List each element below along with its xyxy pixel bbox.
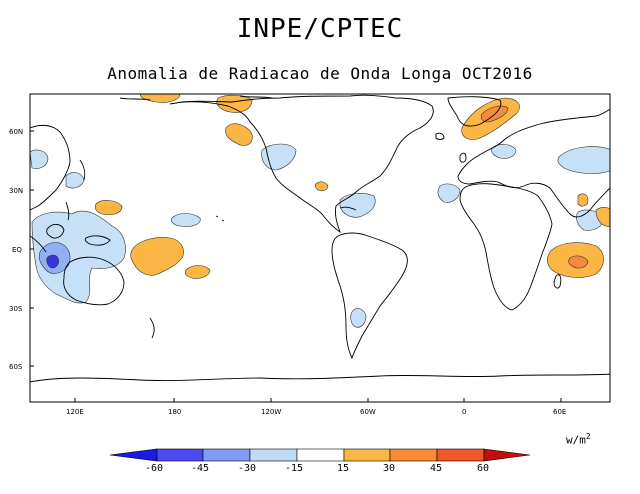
- colorbar-label-m30: -30: [238, 463, 256, 474]
- coast-greenland: [447, 96, 502, 127]
- coast-east-asia: [30, 124, 71, 211]
- anomaly-caribbean: [339, 193, 376, 218]
- lon-label-0: 0: [462, 408, 466, 416]
- coast-north-america: [169, 94, 434, 234]
- lon-label-120w: 120W: [261, 408, 281, 416]
- units-power: 2: [585, 432, 591, 441]
- anomaly-central-asia: [557, 146, 610, 174]
- anomaly-central-pacific-south: [130, 237, 184, 276]
- map-title: INPE/CPTEC: [236, 14, 404, 44]
- coast-europe-asia: [457, 108, 610, 218]
- colorbar-cell-8: [483, 448, 531, 462]
- colorbar-cell-7: [436, 448, 485, 462]
- coast-iceland: [435, 132, 445, 140]
- colorbar-cell-0: [109, 448, 158, 462]
- anomaly-north-pacific-west: [30, 149, 49, 169]
- units-text: w/m: [566, 433, 586, 447]
- anomaly-east-africa: [595, 207, 610, 227]
- colorbar-label-m15: -15: [285, 463, 303, 474]
- lat-label-60s: 60S: [9, 363, 23, 371]
- colorbar-cell-4: [296, 448, 345, 462]
- colorbar-label-30: 30: [383, 463, 395, 474]
- colorbar-label-15: 15: [337, 463, 349, 474]
- lat-label-30s: 30S: [9, 305, 23, 313]
- coast-japan: [79, 159, 86, 181]
- colorbar-cell-5: [343, 448, 391, 462]
- units-label: w/m2: [566, 432, 591, 447]
- anomaly-south-pacific-east: [184, 265, 211, 279]
- coast-hawaii: [215, 215, 225, 222]
- coast-borneo: [46, 223, 65, 239]
- coast-madagascar: [553, 274, 562, 289]
- colorbar: -60 -45 -30 -15 15 30 45 60: [109, 448, 531, 474]
- anomaly-pacific-north-band: [94, 200, 123, 216]
- anomaly-north-atlantic: [437, 183, 461, 203]
- lon-label-120e: 120E: [66, 408, 84, 416]
- anomaly-maritime-continent: [31, 210, 126, 304]
- anomaly-indonesia-max: [46, 254, 59, 269]
- coast-cuba: [339, 206, 357, 211]
- colorbar-cell-2: [202, 448, 251, 462]
- coast-new-zealand: [149, 317, 155, 339]
- colorbar-label-m45: -45: [191, 463, 209, 474]
- colorbar-cell-3: [249, 448, 298, 462]
- lon-label-180: 180: [168, 408, 181, 416]
- colorbar-cell-6: [389, 448, 438, 462]
- longitude-axis: 120E 180 120W 60W 0 60E: [66, 398, 566, 416]
- anomaly-north-africa: [577, 193, 589, 207]
- colorbar-label-45: 45: [430, 463, 442, 474]
- anomaly-south-america-south: [350, 308, 367, 328]
- lon-label-60e: 60E: [553, 408, 566, 416]
- anomaly-south-indian-core: [568, 255, 589, 269]
- coast-australia: [63, 256, 125, 306]
- coast-antarctica: [30, 373, 610, 402]
- latitude-axis: 60N 30N EQ 30S 60S: [9, 128, 34, 371]
- positive-anomalies: [94, 94, 610, 279]
- lon-label-60w: 60W: [360, 408, 376, 416]
- anomaly-gulf-alaska: [225, 123, 253, 146]
- coast-new-guinea: [84, 235, 111, 246]
- map-subtitle: Anomalia de Radiacao de Onda Longa OCT20…: [107, 64, 533, 83]
- coast-sumatra: [30, 235, 47, 253]
- coast-arctic-islands: [119, 95, 273, 101]
- lat-label-eq: EQ: [12, 246, 22, 254]
- anomaly-central-pacific-north: [171, 213, 201, 227]
- lat-label-30n: 30N: [9, 187, 23, 195]
- colorbar-label-m60: -60: [145, 463, 163, 474]
- coastlines: [30, 94, 610, 402]
- coast-uk: [459, 152, 467, 163]
- anomaly-europe: [491, 144, 517, 159]
- anomaly-alaska-top: [216, 94, 253, 113]
- colorbar-cell-1: [156, 448, 204, 462]
- map-frame: [29, 93, 611, 403]
- map-background: [30, 94, 610, 402]
- anomaly-mexico: [314, 181, 329, 192]
- coast-philippines: [65, 201, 70, 221]
- colorbar-label-60: 60: [477, 463, 489, 474]
- lat-label-60n: 60N: [9, 128, 23, 136]
- anomaly-bering-sea: [139, 94, 181, 103]
- coast-south-america: [331, 232, 408, 360]
- coast-africa: [459, 183, 553, 311]
- anomaly-china-sea: [65, 172, 85, 189]
